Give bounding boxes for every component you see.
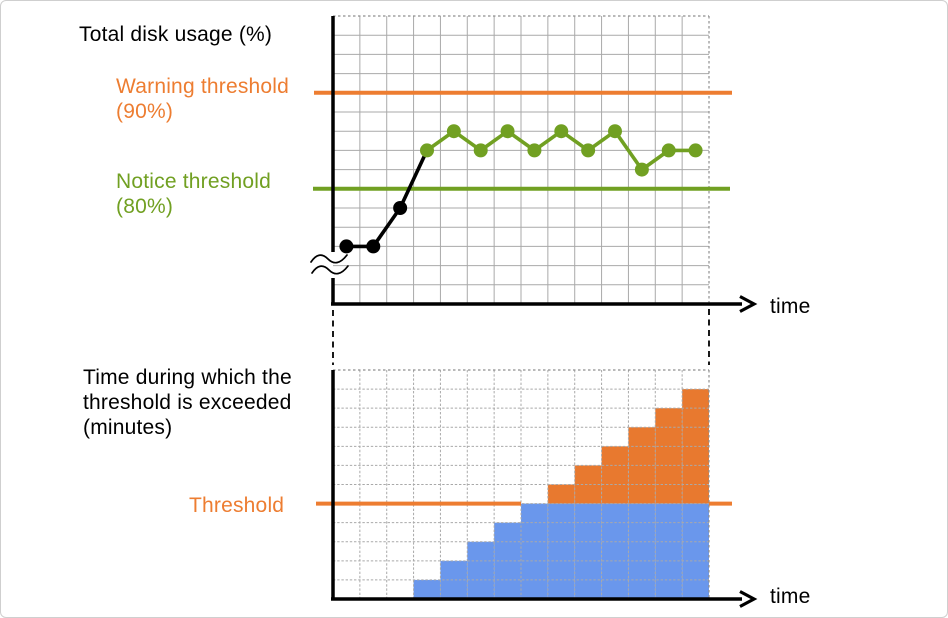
usage-series-segment bbox=[613, 130, 644, 171]
bar-below-threshold bbox=[547, 503, 575, 599]
bar-below-threshold bbox=[440, 560, 468, 599]
axis-break-squiggle bbox=[310, 254, 349, 275]
data-point bbox=[581, 143, 596, 158]
data-point bbox=[339, 239, 354, 254]
data-point bbox=[527, 143, 542, 158]
data-point bbox=[473, 143, 488, 158]
data-point bbox=[554, 124, 569, 139]
bottom-chart-axes bbox=[331, 370, 758, 608]
usage-series-points bbox=[339, 124, 703, 254]
bar-below-threshold bbox=[682, 503, 709, 599]
bar-below-threshold bbox=[467, 541, 495, 599]
bar-above-threshold bbox=[655, 408, 683, 504]
bar-above-threshold bbox=[574, 465, 602, 504]
axis-break-icon bbox=[310, 254, 348, 264]
bar-below-threshold bbox=[574, 503, 602, 599]
chart-connectors bbox=[332, 309, 710, 365]
top-chart-dotted-border bbox=[333, 15, 710, 304]
data-point bbox=[393, 201, 408, 215]
usage-series-segment bbox=[371, 206, 402, 248]
warning-threshold-label: Warning threshold (90%) bbox=[116, 75, 290, 123]
bar-below-threshold bbox=[655, 503, 683, 599]
usage-series-segment bbox=[398, 149, 429, 209]
bar-below-threshold bbox=[413, 579, 441, 599]
data-point bbox=[500, 124, 515, 139]
exceeded-time-bars bbox=[413, 389, 709, 599]
bar-below-threshold bbox=[628, 503, 656, 599]
data-point bbox=[661, 143, 676, 158]
data-point bbox=[446, 124, 461, 139]
top-chart-axes bbox=[331, 16, 758, 313]
data-point bbox=[688, 143, 703, 158]
data-point bbox=[420, 143, 434, 158]
bottom-chart-x-axis-label: time bbox=[770, 585, 811, 608]
bar-below-threshold bbox=[521, 503, 548, 599]
right-arrow-icon bbox=[739, 295, 758, 313]
bottom-threshold-label: Threshold bbox=[189, 494, 285, 517]
axis-break-icon bbox=[311, 265, 349, 275]
bottom-chart-dotted-border bbox=[333, 369, 710, 599]
bottom-chart-title: Time during which the threshold is excee… bbox=[83, 366, 292, 439]
bar-above-threshold bbox=[547, 484, 575, 504]
bar-below-threshold bbox=[601, 503, 629, 599]
data-point bbox=[366, 239, 381, 254]
notice-threshold-label: Notice threshold (80%) bbox=[116, 170, 271, 218]
right-arrow-icon bbox=[739, 590, 758, 608]
data-point bbox=[634, 162, 649, 177]
bar-above-threshold bbox=[601, 446, 629, 504]
top-chart-x-axis-label: time bbox=[770, 295, 811, 318]
bottom-chart-grid bbox=[333, 370, 709, 599]
data-point bbox=[608, 124, 622, 139]
top-chart-title: Total disk usage (%) bbox=[79, 23, 273, 46]
